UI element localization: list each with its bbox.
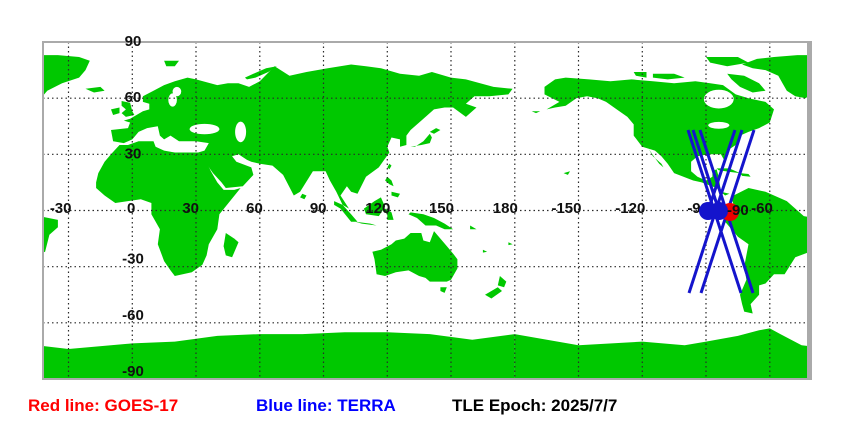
landmass-ireland: [111, 107, 120, 115]
landmass-australia: [372, 231, 458, 282]
terra-track-segment: [706, 129, 737, 212]
landmass-japan-honshu: [410, 133, 432, 147]
lon-label--120: -120: [615, 200, 645, 217]
continents-layer: [0, 55, 808, 379]
landmass-hawaii: [563, 171, 570, 175]
lon-label-30: 30: [182, 200, 199, 217]
terra-track-segment: [691, 129, 721, 212]
landmass-svalbard: [164, 60, 179, 67]
lat-label-90: 90: [125, 33, 142, 50]
landmass-nz-north: [497, 276, 507, 288]
sea-gulf-bothnia: [172, 86, 182, 97]
lat-label--90: -90: [122, 363, 144, 380]
landmass-greenland: [742, 55, 808, 99]
sea-caspian-sea: [235, 121, 247, 143]
landmass-borneo: [363, 197, 386, 217]
lon-label-150: 150: [429, 200, 454, 217]
landmass-philippines-s: [391, 191, 400, 198]
landmass-south-america: [725, 188, 808, 314]
landmass-baja: [648, 148, 664, 168]
landmass-new-guinea: [408, 212, 454, 230]
landmass-south-america: [43, 216, 58, 253]
landmass-aleutian: [531, 111, 541, 114]
sea-black-sea: [189, 123, 220, 135]
landmass-uk: [121, 101, 135, 117]
legend-goes17: Red line: GOES-17: [28, 396, 179, 415]
landmass-fiji: [508, 242, 513, 246]
landmass-antarctica: [514, 328, 808, 379]
landmass-nz-south: [485, 287, 502, 299]
landmass-iceland: [85, 86, 105, 93]
lon-label--60: -60: [751, 200, 773, 217]
terra-subpoint-marker: [710, 202, 728, 220]
lon-label-180: 180: [493, 200, 518, 217]
landmass-sumatra: [334, 201, 358, 222]
lon-label-60: 60: [246, 200, 263, 217]
landmass-new-caledonia: [482, 249, 488, 253]
landmass-novaya-zemlya: [244, 66, 277, 80]
landmass-greenland: [43, 55, 90, 96]
landmass-baffin: [727, 73, 766, 93]
landmass-tasmania: [440, 287, 447, 293]
landmass-north-america: [0, 78, 9, 196]
graticule: [43, 42, 808, 379]
sea-great-lakes: [708, 121, 730, 129]
lon-label-overlap: -90: [727, 202, 749, 219]
lon-label-0: 0: [127, 200, 135, 217]
landmass-baffin: [0, 74, 1, 93]
landmass-antarctica: [43, 332, 515, 379]
lat-label--30: -30: [122, 251, 144, 268]
lat-label-30: 30: [125, 145, 142, 162]
lon-label--30: -30: [50, 200, 72, 217]
lon-label-90: 90: [310, 200, 327, 217]
landmass-solomon: [470, 225, 477, 230]
legend-terra: Blue line: TERRA: [256, 396, 396, 415]
landmass-taiwan: [387, 163, 392, 170]
landmass-java: [355, 221, 377, 226]
landmass-africa: [96, 141, 241, 276]
sea-baltic-sea: [168, 93, 177, 107]
landmass-banks-isl: [633, 72, 647, 78]
landmass-japan-hokkaido: [429, 128, 441, 134]
landmass-hispaniola: [740, 173, 751, 177]
landmass-eurasia: [111, 64, 513, 209]
landmass-sri-lanka: [300, 193, 307, 200]
landmass-madagascar: [223, 233, 239, 258]
sea-hudson-bay: [703, 89, 734, 109]
axis-labels: -30 0 30 60 90 120 150 180 -150 -120 -90 -60906030-…: [50, 33, 773, 380]
landmass-sulawesi: [383, 208, 394, 220]
landmass-philippines-n: [385, 176, 394, 187]
lon-label--150: -150: [551, 200, 581, 217]
lat-label--60: -60: [122, 307, 144, 324]
lon-label-120: 120: [365, 200, 390, 217]
landmass-ellesmere: [706, 57, 749, 67]
legend-tle-epoch: TLE Epoch: 2025/7/7: [452, 396, 618, 415]
landmass-victoria-isl: [652, 73, 685, 80]
lat-label-60: 60: [125, 89, 142, 106]
